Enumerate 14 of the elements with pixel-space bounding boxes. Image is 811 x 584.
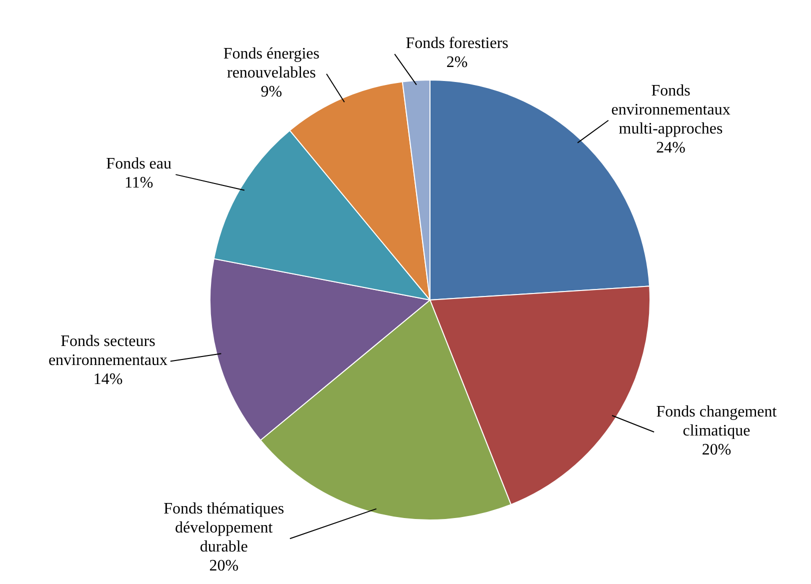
- slice-label: Fonds forestiers: [406, 35, 508, 52]
- slice-label: Fonds eau: [106, 156, 172, 173]
- data-label: 2%: [446, 54, 468, 72]
- data-label: 9%: [260, 83, 282, 100]
- data-label: 24%: [656, 139, 686, 156]
- data-label: 11%: [124, 174, 154, 192]
- data-label: 14%: [93, 370, 123, 388]
- slice-label: Fonds énergies renouvelables: [223, 45, 320, 82]
- data-label: 20%: [702, 442, 732, 459]
- data-label: 20%: [209, 558, 239, 575]
- slice-label: Fonds thématiques développement durable: [164, 500, 284, 556]
- slice-label: Fonds environnementaux multi-approches: [611, 82, 730, 138]
- slice-label: Fonds secteurs environnementaux: [48, 332, 168, 369]
- slice-label: Fonds changement climatique: [656, 404, 778, 440]
